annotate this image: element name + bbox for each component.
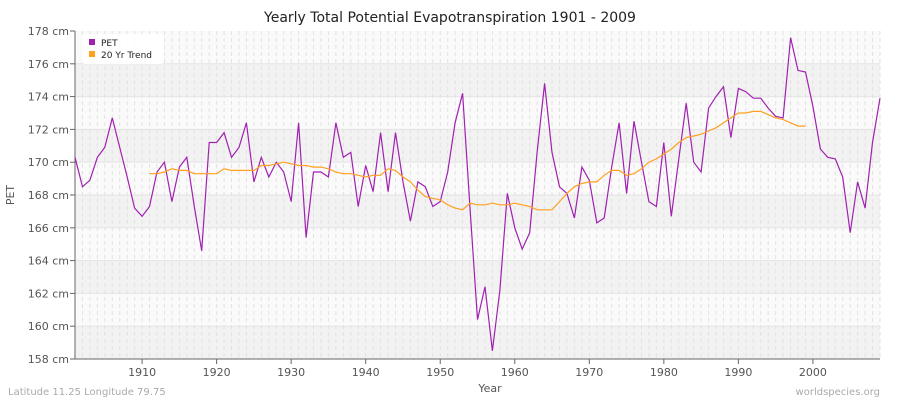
chart-title: Yearly Total Potential Evapotranspiratio… [263,10,636,26]
legend-swatch-trend [89,51,95,57]
pet-series-line [74,37,881,351]
x-tick-label: 1960 [501,366,529,379]
y-tick-label: 168 cm [28,189,69,202]
series-lines [74,37,881,351]
y-tick-label: 162 cm [28,287,69,300]
y-axis-ticks: 158 cm 160 cm 162 cm 164 cm 166 cm 168 cm 170 … [28,25,75,366]
y-tick-label: 164 cm [28,255,69,268]
y-axis-label: PET [4,185,17,206]
y-tick-label: 158 cm [28,353,69,366]
y-tick-label: 178 cm [28,25,69,38]
x-tick-label: 1940 [352,366,380,379]
x-tick-label: 1950 [426,366,454,379]
y-tick-label: 160 cm [28,320,69,333]
x-tick-label: 2000 [799,366,827,379]
x-axis-label: Year [477,382,502,395]
legend-swatch-pet [89,39,95,45]
y-tick-label: 172 cm [28,123,69,136]
legend-box [82,34,164,64]
legend: PET 20 Yr Trend [82,34,164,64]
location-caption: Latitude 11.25 Longitude 79.75 [8,387,166,398]
x-tick-label: 1930 [277,366,305,379]
x-tick-label: 1980 [650,366,678,379]
x-tick-label: 1910 [128,366,156,379]
trend-series-line [149,110,806,211]
y-tick-label: 176 cm [28,58,69,71]
x-tick-label: 1920 [203,366,231,379]
x-tick-label: 1990 [724,366,752,379]
vertical-grid [74,31,881,359]
source-caption: worldspecies.org [796,387,880,398]
y-tick-label: 166 cm [28,222,69,235]
legend-label-trend: 20 Yr Trend [101,51,152,61]
y-tick-label: 174 cm [28,91,69,104]
legend-label-pet: PET [101,39,118,49]
x-tick-label: 1970 [575,366,603,379]
y-tick-label: 170 cm [28,156,69,169]
x-axis-ticks: 1910 1920 1930 1940 1950 1960 1970 1980 1990 2000 [128,359,827,379]
